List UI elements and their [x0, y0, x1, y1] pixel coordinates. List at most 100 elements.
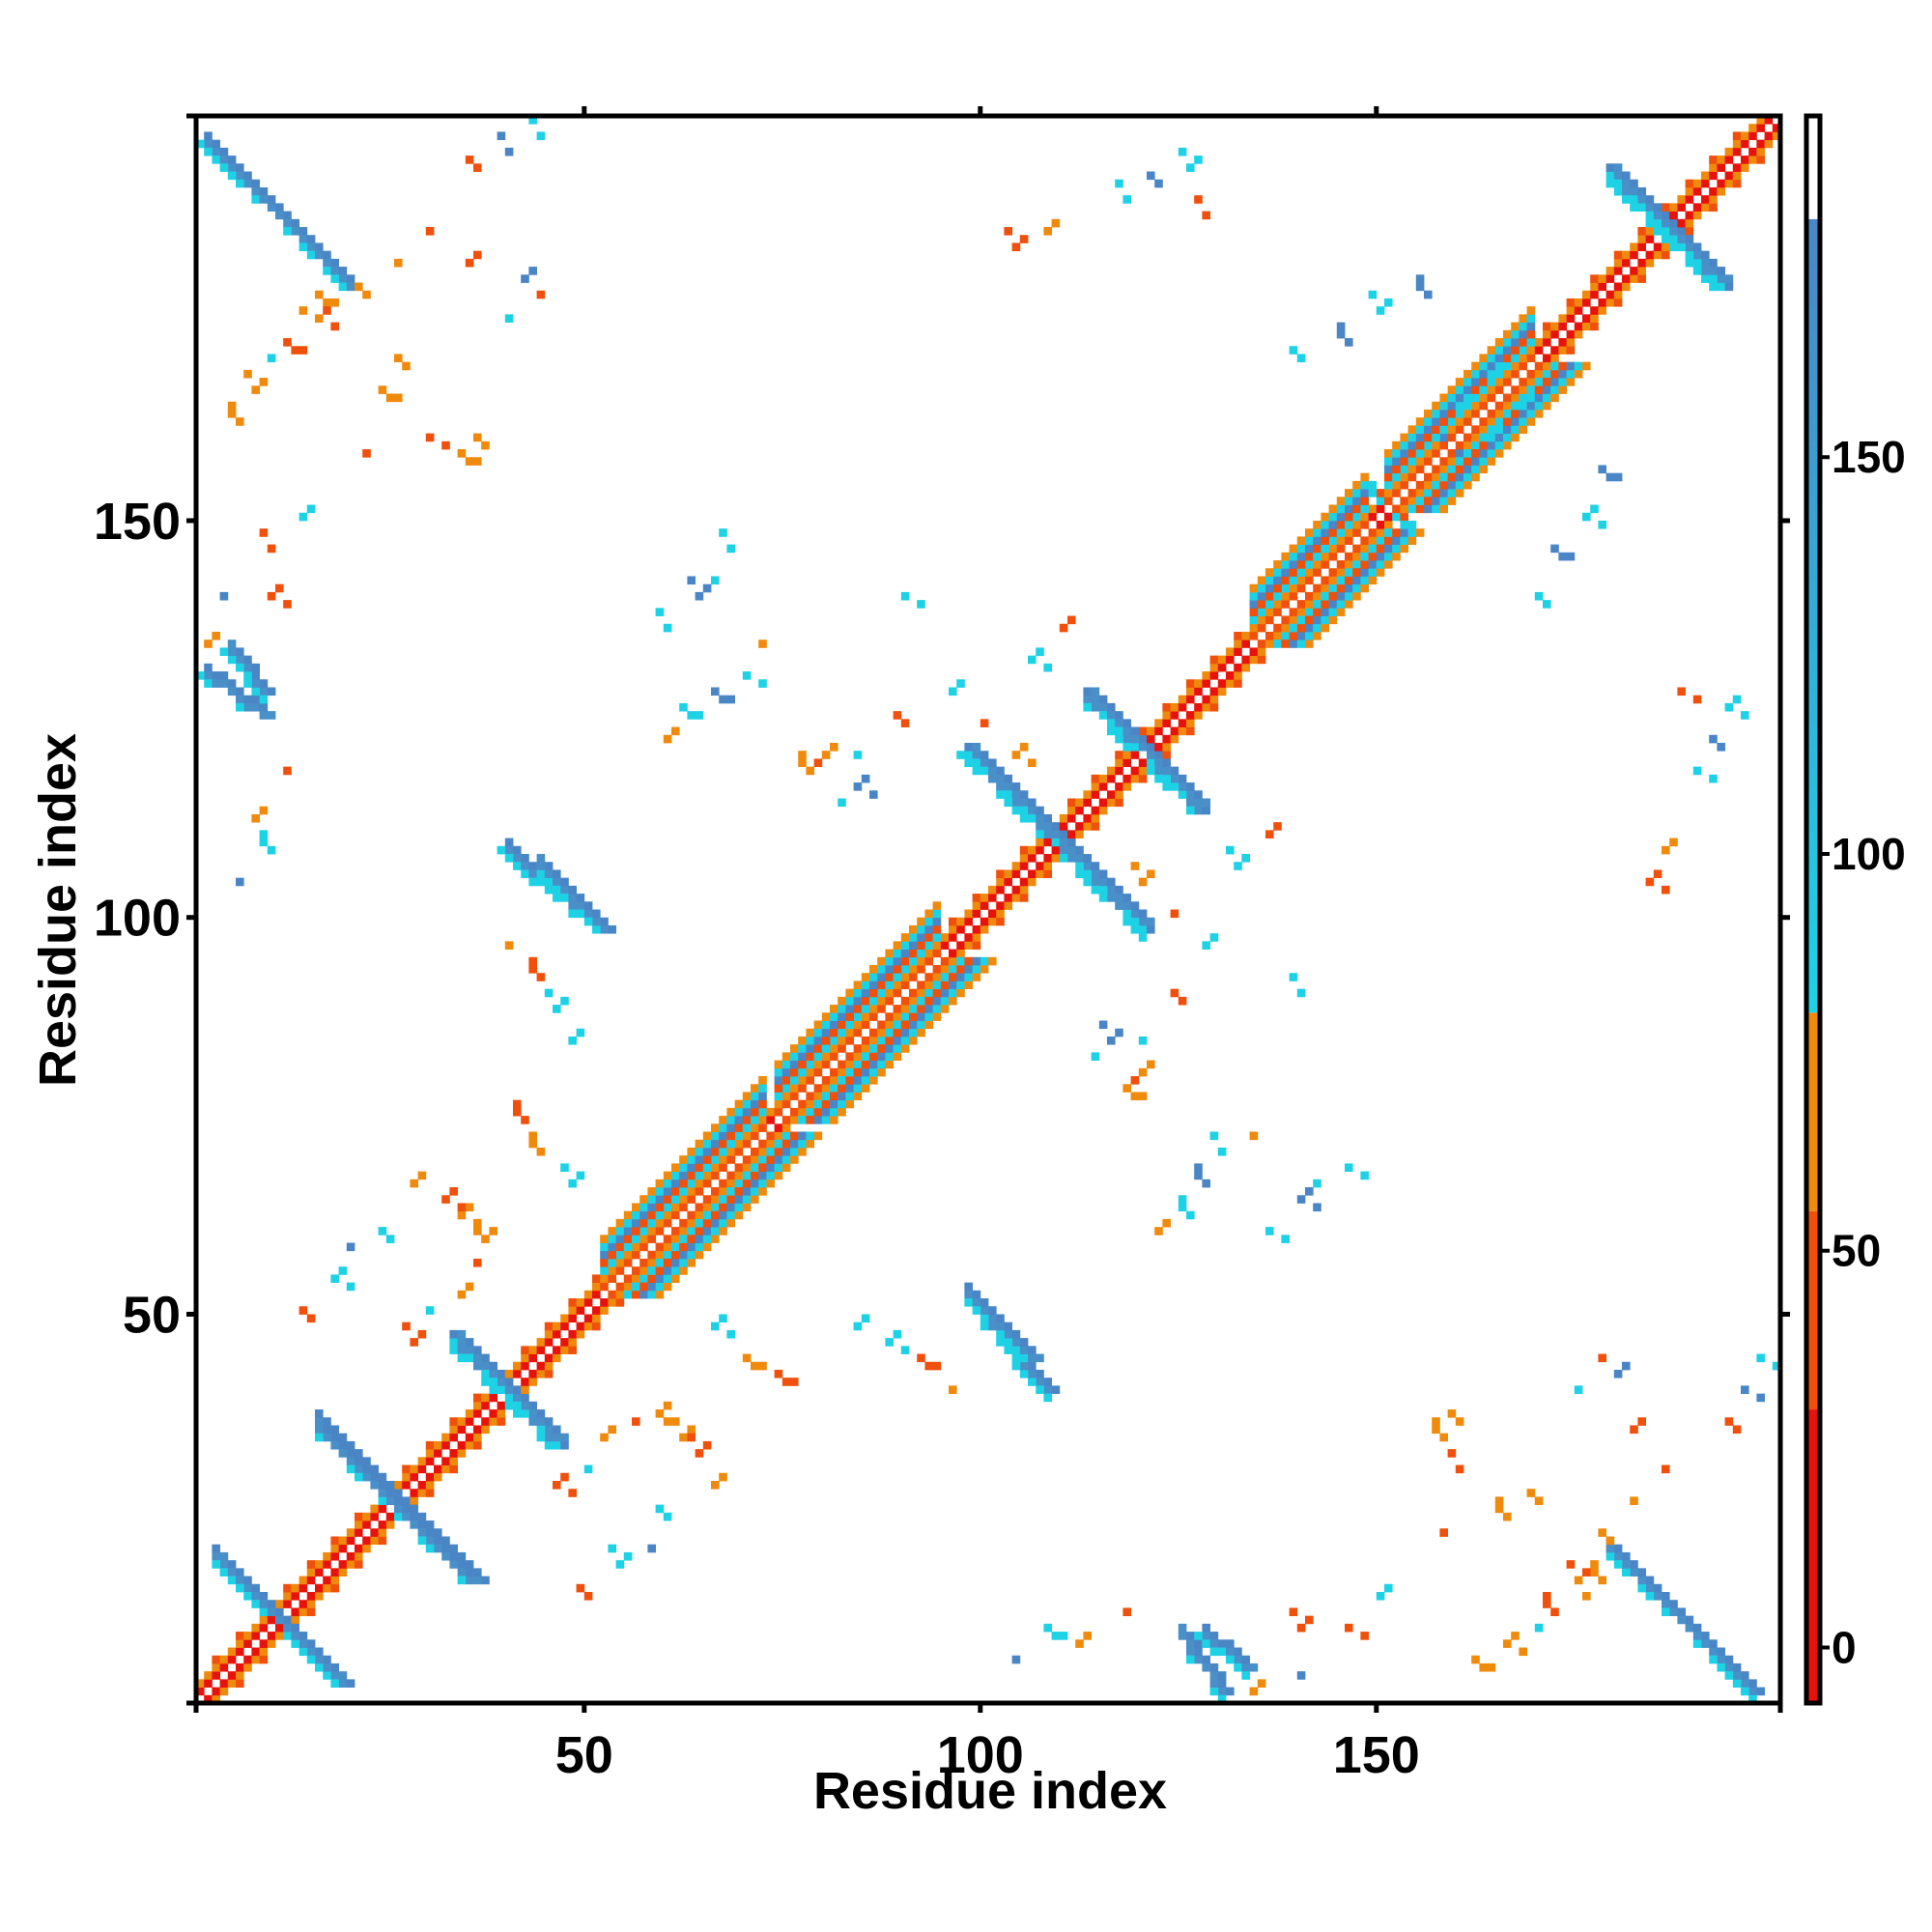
heatmap-cell	[663, 1179, 672, 1188]
heatmap-cell	[1273, 822, 1282, 831]
heatmap-cell	[1662, 1607, 1670, 1617]
heatmap-cell	[830, 1116, 838, 1124]
heatmap-cell	[1296, 568, 1306, 577]
heatmap-cell	[1281, 631, 1290, 640]
heatmap-cell	[798, 1131, 807, 1141]
heatmap-cell	[449, 1560, 458, 1569]
heatmap-cell	[275, 1623, 284, 1633]
heatmap-cell	[1328, 600, 1338, 609]
heatmap-cell	[949, 933, 957, 942]
heatmap-cell	[283, 227, 292, 236]
heatmap-cell	[751, 1195, 759, 1204]
heatmap-cell	[536, 131, 546, 141]
heatmap-cell	[845, 1020, 854, 1030]
heatmap-cell	[1154, 774, 1163, 783]
heatmap-cell	[719, 1123, 727, 1132]
heatmap-cell	[553, 869, 561, 879]
heatmap-cell	[1503, 346, 1512, 355]
heatmap-cell	[560, 1163, 569, 1172]
heatmap-cell	[481, 1378, 490, 1386]
heatmap-cell	[695, 1227, 704, 1236]
heatmap-cell	[821, 1020, 831, 1030]
heatmap-cell	[544, 1417, 554, 1426]
heatmap-cell	[980, 1298, 989, 1307]
heatmap-cell	[1273, 600, 1282, 609]
heatmap-cell	[1424, 457, 1433, 466]
heatmap-cell	[1305, 1187, 1314, 1196]
heatmap-cell	[1645, 218, 1655, 228]
heatmap-cell	[1692, 179, 1702, 188]
heatmap-cell	[917, 917, 925, 926]
heatmap-cell	[267, 195, 276, 204]
heatmap-cell	[1036, 813, 1044, 823]
heatmap-cell	[1439, 393, 1448, 403]
heatmap-cell	[1098, 885, 1108, 895]
heatmap-cell	[885, 965, 894, 974]
heatmap-cell	[790, 1107, 799, 1117]
heatmap-cell	[1550, 354, 1559, 363]
heatmap-cell	[900, 1020, 910, 1030]
heatmap-cell	[1011, 242, 1021, 252]
heatmap-cell	[687, 1227, 696, 1236]
heatmap-cell	[798, 1052, 807, 1061]
heatmap-cell	[726, 1123, 735, 1132]
heatmap-cell	[671, 1203, 680, 1212]
heatmap-cell	[853, 1012, 863, 1021]
heatmap-cell	[1439, 417, 1448, 426]
heatmap-cell	[323, 1583, 331, 1593]
heatmap-cell	[1043, 854, 1052, 863]
heatmap-cell	[719, 695, 727, 704]
heatmap-cell	[1724, 1655, 1734, 1664]
heatmap-cell	[996, 869, 1005, 879]
heatmap-cell	[504, 1401, 514, 1410]
heatmap-cell	[1019, 790, 1029, 799]
heatmap-cell	[283, 600, 292, 609]
heatmap-cell	[1764, 131, 1774, 141]
heatmap-cell	[956, 751, 965, 759]
heatmap-cell	[1662, 218, 1670, 228]
heatmap-cell	[236, 1647, 244, 1657]
heatmap-cell	[1249, 1131, 1259, 1141]
heatmap-cell	[980, 917, 989, 926]
heatmap-cell	[1511, 369, 1520, 379]
heatmap-cell	[1503, 409, 1512, 418]
heatmap-cell	[1574, 361, 1583, 371]
heatmap-cell	[695, 1250, 704, 1260]
heatmap-cell	[996, 909, 1005, 919]
heatmap-cell	[1360, 512, 1369, 522]
heatmap-cell	[1558, 552, 1567, 561]
heatmap-cell	[861, 1060, 870, 1069]
heatmap-cell	[1098, 695, 1108, 704]
heatmap-cell	[1558, 361, 1567, 371]
heatmap-cell	[1360, 576, 1369, 585]
heatmap-cell	[536, 1147, 546, 1156]
heatmap-cell	[1384, 480, 1393, 490]
heatmap-cell	[1028, 1346, 1037, 1354]
heatmap-cell	[758, 679, 767, 688]
heatmap-cell	[243, 695, 252, 704]
heatmap-cell	[489, 1361, 497, 1371]
heatmap-cell	[236, 655, 244, 665]
heatmap-cell	[1257, 655, 1266, 665]
heatmap-cell	[885, 949, 894, 958]
heatmap-cell	[315, 1417, 324, 1426]
heatmap-cell	[465, 156, 474, 164]
heatmap-cell	[679, 1179, 688, 1188]
heatmap-cell	[1400, 480, 1408, 490]
heatmap-cell	[1582, 1568, 1591, 1577]
heatmap-cell	[1115, 719, 1123, 727]
heatmap-cell	[1352, 583, 1361, 593]
heatmap-cell	[877, 1044, 886, 1053]
heatmap-cell	[711, 1163, 720, 1172]
heatmap-cell	[711, 1480, 720, 1490]
heatmap-cell	[1345, 560, 1353, 569]
heatmap-cell	[1273, 639, 1282, 648]
heatmap-cell	[1321, 591, 1329, 601]
heatmap-cell	[1328, 520, 1338, 529]
heatmap-cell	[1471, 369, 1480, 379]
heatmap-cell	[227, 655, 237, 665]
heatmap-cell	[1590, 1568, 1599, 1577]
heatmap-cell	[1741, 163, 1749, 172]
heatmap-cell	[671, 726, 680, 736]
heatmap-cell	[338, 1671, 348, 1680]
